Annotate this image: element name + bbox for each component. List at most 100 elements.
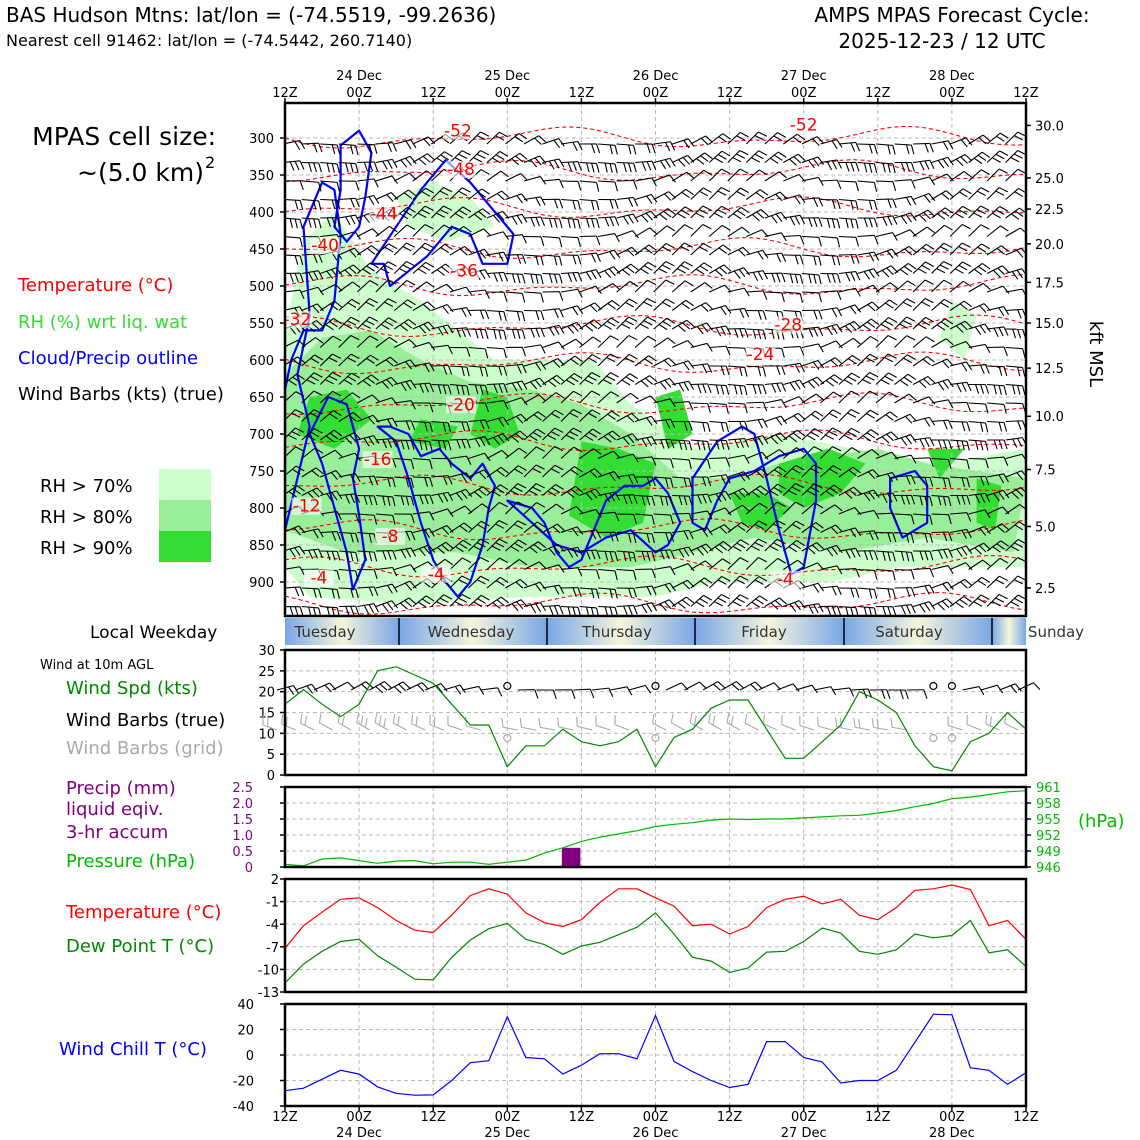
- wind-barb-flag: [330, 472, 338, 480]
- weekday-label: Saturday: [875, 623, 943, 641]
- wind-barb-flag: [807, 547, 816, 555]
- wind-barb-flag: [299, 546, 306, 555]
- wind-barb-flag: [314, 428, 323, 434]
- wind-barb-flag: [511, 216, 518, 225]
- wind-barb-flag: [424, 363, 430, 373]
- wind-barb: [393, 224, 408, 237]
- wind-barb-flag: [706, 322, 714, 331]
- wind-barb-flag: [923, 194, 931, 203]
- wind-barb-flag: [884, 375, 894, 382]
- wind-barb: [764, 382, 782, 386]
- wind-barb-flag: [961, 530, 967, 539]
- wind-barb-flag: [699, 598, 709, 604]
- wind-barb: [801, 410, 816, 422]
- wind-barb-flag: [975, 440, 979, 450]
- wind-barb-flag: [295, 391, 305, 397]
- wind-barb: [1005, 420, 1023, 423]
- wind-barb: [708, 244, 724, 256]
- wind-barb-flag: [385, 359, 394, 367]
- wind-barb-flag: [798, 396, 806, 405]
- wind-barb: [579, 605, 597, 609]
- wind-barb-flag: [646, 476, 651, 487]
- wind-barb-flag: [521, 254, 527, 264]
- wind-barb: [727, 383, 745, 387]
- wind-barb-flag: [548, 327, 555, 336]
- wind-barb: [708, 524, 725, 533]
- wind-barb-flag: [363, 495, 368, 505]
- wind-barb: [968, 559, 984, 570]
- wind-barb: [412, 205, 426, 219]
- wind-barb: [449, 383, 467, 387]
- wind-barb-flag: [981, 243, 990, 250]
- wind-barb: [653, 298, 667, 311]
- wind-barb-flag: [744, 438, 749, 448]
- wind-barb-flag: [532, 486, 542, 492]
- wind-barb-flag: [389, 356, 398, 364]
- wind-barb-flag: [443, 224, 453, 231]
- wind-barb: [431, 525, 448, 534]
- wind-barb-flag: [651, 496, 656, 506]
- pressure-unit-label: (hPa): [1078, 811, 1125, 832]
- wind-barb: [949, 361, 967, 367]
- wind-barb-flag: [409, 156, 417, 165]
- wind-barb-flag: [652, 713, 655, 724]
- wind-barb-flag: [849, 489, 857, 497]
- wind-barb-flag: [628, 335, 638, 341]
- wind-barb-flag: [733, 492, 742, 500]
- wind-barb: [745, 520, 760, 533]
- wind-barb-flag: [326, 270, 334, 279]
- wind-barb: [690, 420, 708, 424]
- wind-barb-flag: [567, 549, 574, 558]
- wind-barb-flag: [758, 150, 768, 156]
- wind-barb: [301, 487, 318, 496]
- wind-barb: [616, 473, 634, 478]
- wind-barb-flag: [456, 384, 460, 395]
- wind-barb-flag: [770, 215, 778, 224]
- wind-barb: [1005, 150, 1019, 163]
- wind-barb-flag: [942, 380, 950, 389]
- contour-label-bg: [310, 237, 341, 255]
- wind-barb-flag: [484, 289, 490, 299]
- wind-barb: [931, 358, 948, 367]
- wind-barb-flag: [530, 159, 538, 168]
- wind-barb: [394, 439, 412, 442]
- wind-barb-flag: [1003, 404, 1007, 414]
- wind-barb-flag: [646, 195, 653, 204]
- wind-barb-flag: [981, 169, 990, 175]
- wind-barb-flag: [633, 180, 638, 190]
- wind-barb: [523, 254, 541, 257]
- wind-barb-flag: [910, 454, 917, 464]
- wind-barb: [338, 392, 353, 404]
- wind-barb: [523, 561, 540, 570]
- wind-barb-flag: [829, 487, 839, 494]
- wind-barb-flag: [553, 326, 560, 335]
- wind-barb: [783, 600, 800, 608]
- wind-barb-flag: [382, 160, 388, 170]
- wind-barb: [653, 208, 669, 219]
- wind-barb-flag: [850, 218, 854, 229]
- wind-barb-flag: [628, 316, 638, 322]
- wind-barb-flag: [577, 161, 582, 171]
- wind-barb-flag: [630, 392, 639, 400]
- wind-barb-flag: [591, 372, 601, 378]
- wind-barb-flag: [292, 376, 301, 383]
- wind-barb-flag: [312, 489, 320, 498]
- wind-barb: [338, 143, 356, 147]
- wind-barb-flag: [665, 298, 675, 304]
- wind-barb-flag: [707, 459, 711, 469]
- wind-barb-flag: [817, 360, 825, 369]
- wind-barbs-true-label: Wind Barbs (true): [66, 710, 225, 731]
- wind-barb-flag: [929, 160, 935, 170]
- wind-barb-flag: [964, 578, 973, 586]
- wind-barb: [857, 605, 875, 609]
- wind-barb: [412, 439, 430, 443]
- wind-barb-flag: [985, 384, 990, 394]
- wind-barb-flag: [553, 308, 559, 319]
- wind-barb: [851, 688, 869, 691]
- wind-barb-flag: [609, 492, 616, 502]
- wind-barb: [595, 725, 611, 731]
- wind-barb: [394, 564, 411, 571]
- wind-barb: [616, 412, 632, 422]
- wind-barb: [301, 390, 315, 404]
- wind-barb-flag: [329, 413, 338, 420]
